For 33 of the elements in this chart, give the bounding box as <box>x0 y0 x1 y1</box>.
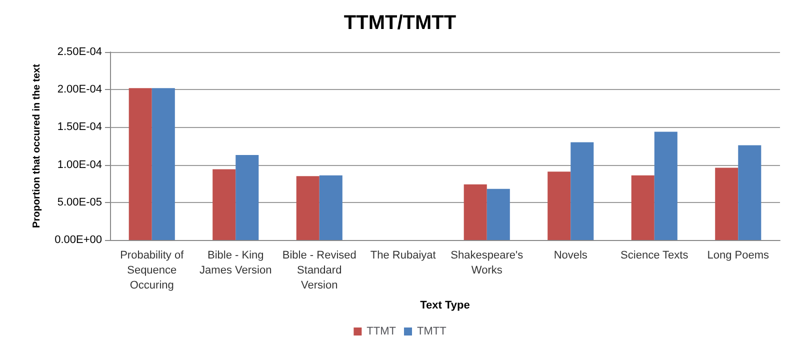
legend-label: TTMT <box>366 326 396 338</box>
legend-label: TMTT <box>417 326 447 338</box>
bar <box>319 175 342 240</box>
bar <box>738 145 762 240</box>
bar <box>236 155 259 240</box>
y-tick-label: 2.00E-04 <box>57 84 102 96</box>
x-tick-label: Science Texts <box>620 250 689 262</box>
y-axis-title: Proportion that occured in the text <box>32 63 42 228</box>
bar <box>548 172 571 240</box>
y-tick-label: 1.00E-04 <box>57 158 102 171</box>
x-axis-title: Text Type <box>420 300 470 312</box>
y-tick-label: 0.00E+00 <box>54 234 102 246</box>
x-tick-label: Long Poems <box>707 250 770 262</box>
bar <box>654 132 678 240</box>
y-tick-label: 2.50E-04 <box>57 46 102 58</box>
x-tick-label: The Rubaiyat <box>370 250 436 262</box>
bar <box>570 142 594 240</box>
y-tick-label: 5.00E-05 <box>57 196 102 208</box>
chart-title: TTMT/TMTT <box>344 12 456 34</box>
bar <box>486 188 510 240</box>
bar <box>128 88 152 240</box>
x-tick-label: Bible - King James Version <box>200 250 272 276</box>
bar <box>631 175 654 240</box>
x-tick-label: Probability of Sequence Occuring <box>120 250 185 292</box>
bar <box>152 88 175 240</box>
y-tick-label: 1.50E-04 <box>57 121 102 134</box>
bar <box>212 169 236 240</box>
bar <box>715 168 738 240</box>
bar <box>296 176 320 240</box>
x-tick-label: Shakespeare's Works <box>450 250 524 276</box>
x-tick-label: Bible - Revised Standard Version <box>282 250 356 292</box>
bar <box>464 184 487 240</box>
x-tick-label: Novels <box>554 250 588 262</box>
